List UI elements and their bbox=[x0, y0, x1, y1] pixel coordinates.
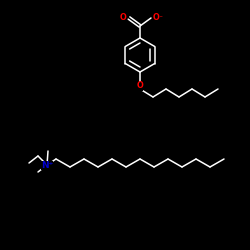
Text: O⁻: O⁻ bbox=[152, 12, 164, 22]
Text: O: O bbox=[136, 82, 143, 90]
Text: O: O bbox=[120, 12, 126, 22]
Text: N⁺: N⁺ bbox=[41, 160, 53, 170]
